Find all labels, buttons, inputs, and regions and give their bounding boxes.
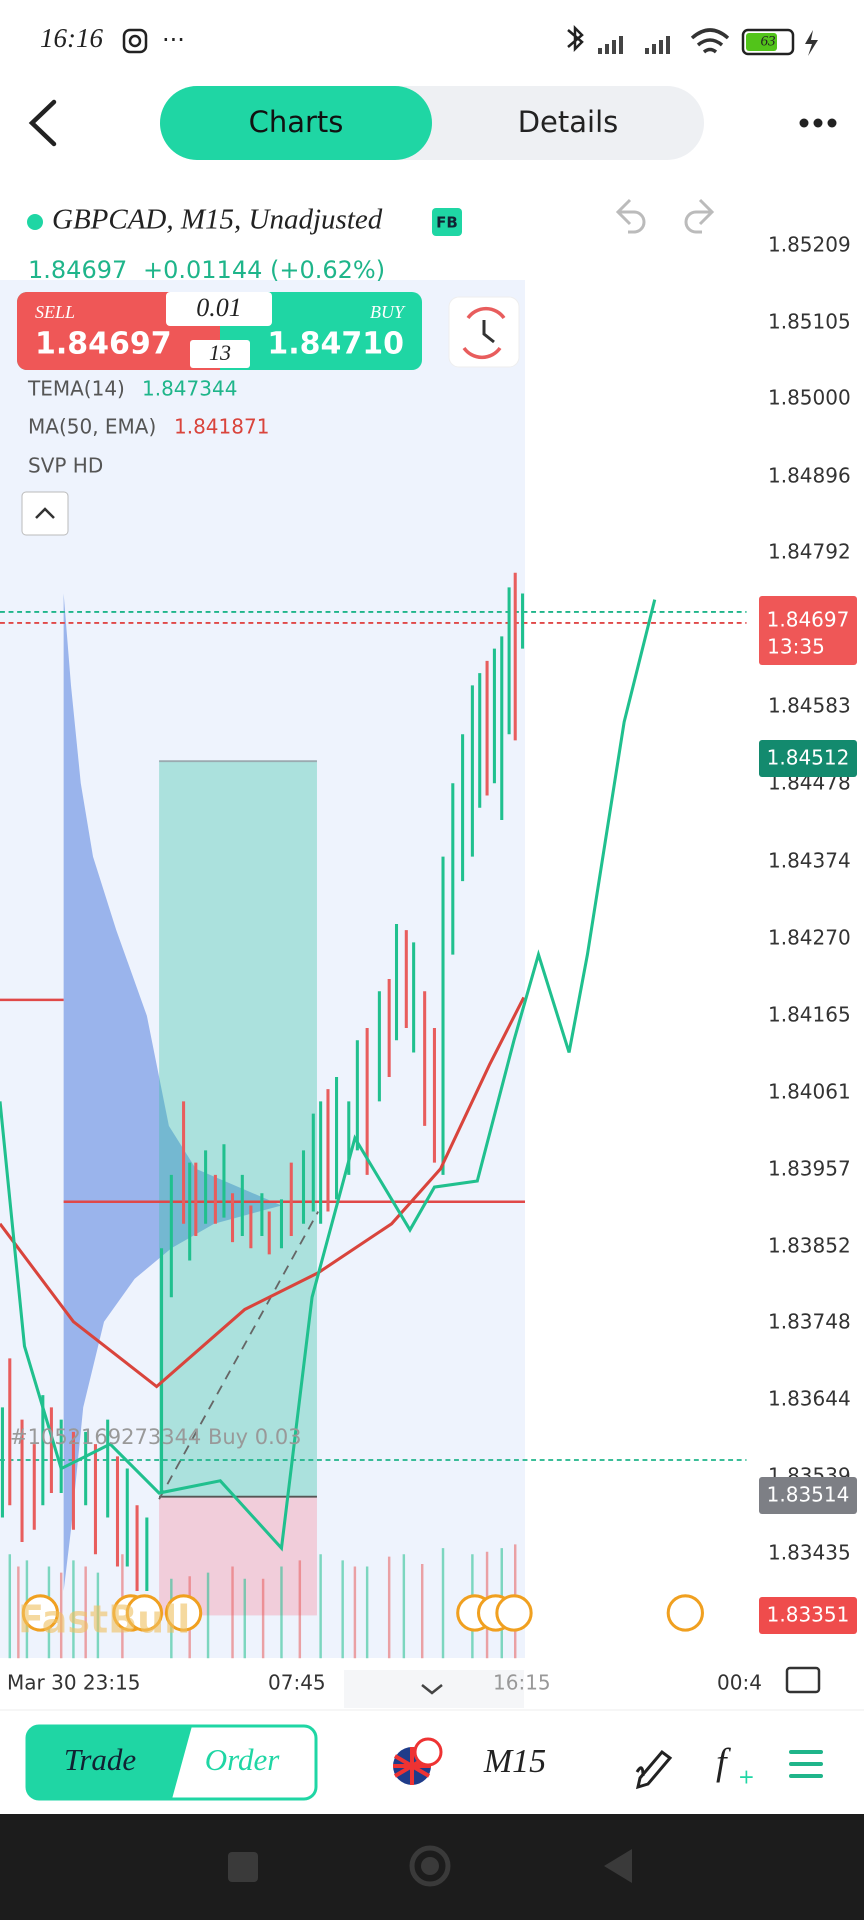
- flag-cross: [393, 1747, 431, 1785]
- price-tag: [759, 596, 857, 665]
- quote-price: 1.84697: [28, 256, 127, 284]
- spread: 13: [209, 340, 231, 365]
- toggle-icon: [421, 1684, 443, 1695]
- collapse-icon: [35, 507, 55, 519]
- indicator-button[interactable]: f: [716, 1742, 731, 1784]
- instagram-icon: [122, 28, 148, 54]
- nav-back[interactable]: [604, 1849, 632, 1883]
- time-label: 07:45: [268, 1671, 326, 1695]
- collapse-button[interactable]: [21, 491, 69, 536]
- price-tag-text: 1.83351: [767, 1603, 850, 1627]
- market-dot: [27, 214, 43, 230]
- price-tag: [759, 740, 857, 777]
- price-label: 1.84061: [768, 1080, 851, 1104]
- price-label: 1.83852: [768, 1234, 851, 1258]
- chart-art: [0, 572, 747, 1659]
- nav-recent[interactable]: [228, 1852, 258, 1882]
- candles: [0, 572, 525, 1591]
- bluetooth-icon: [567, 24, 584, 53]
- trade-label: Trade: [64, 1742, 137, 1777]
- tab-details[interactable]: Details: [518, 105, 619, 139]
- back-button[interactable]: [28, 99, 57, 147]
- price-tag: [759, 1597, 857, 1634]
- countdown: 13:35: [767, 635, 825, 659]
- event-markers: [21, 1594, 704, 1632]
- fullscreen-button[interactable]: [785, 1666, 821, 1694]
- indicator-name: SVP HD: [28, 454, 103, 478]
- take-profit-zone: [159, 761, 317, 1497]
- time-label: 00:4: [717, 1671, 762, 1695]
- redo-button[interactable]: [684, 198, 715, 234]
- battery-text: 63: [761, 33, 776, 49]
- nav-home-dot: [421, 1857, 439, 1875]
- price-label: 1.84583: [768, 694, 851, 718]
- buy-label: BUY: [370, 302, 406, 322]
- timeframe[interactable]: M15: [483, 1743, 546, 1780]
- status-time: 16:16: [40, 23, 103, 53]
- time-label: Mar 30 23:15: [7, 1671, 141, 1695]
- price-tag-text: 1.84697: [767, 608, 850, 632]
- price-label: 1.84374: [768, 849, 851, 873]
- battery-level: [746, 33, 777, 51]
- charging-icon: [805, 30, 818, 56]
- tab-active[interactable]: [160, 86, 432, 160]
- order-label-tab[interactable]: Order: [205, 1742, 281, 1777]
- buy-price[interactable]: 1.84710: [267, 327, 404, 362]
- indicator-value: 1.847344: [142, 377, 237, 401]
- price-label: 1.83644: [768, 1387, 851, 1411]
- price-label: 1.84792: [768, 540, 851, 564]
- price-label: 1.85000: [768, 386, 851, 410]
- price-label: 1.85209: [768, 233, 851, 257]
- time-label: 16:15: [493, 1671, 551, 1695]
- price-label: 1.83957: [768, 1157, 851, 1181]
- tab-charts[interactable]: Charts: [249, 105, 344, 139]
- indicator-name: TEMA(14): [27, 377, 125, 401]
- price-tag-text: 1.83514: [767, 1483, 850, 1507]
- price-tag-text: 1.84512: [767, 746, 850, 770]
- clock-arc: [462, 306, 506, 360]
- price-tag: [759, 1477, 857, 1514]
- wifi-icon: [690, 28, 730, 54]
- price-label: 1.83435: [768, 1541, 851, 1565]
- watermark: FastBull: [18, 1598, 190, 1642]
- price-label: 1.84896: [768, 464, 851, 488]
- signal-icons: [598, 36, 670, 54]
- volume-profile: [63, 593, 282, 1591]
- indicator-name: MA(50, EMA): [28, 415, 156, 439]
- menu-button[interactable]: [789, 1750, 823, 1778]
- lot: 0.01: [196, 293, 242, 322]
- clock-hands: [482, 320, 495, 344]
- quote-change: +0.01144 (+0.62%): [143, 256, 385, 284]
- trade-button[interactable]: [27, 1726, 192, 1799]
- symbol-name: GBPCAD, M15, Unadjusted: [52, 204, 383, 236]
- badge: FB: [436, 214, 458, 232]
- badge-bg: [432, 208, 462, 236]
- instagram-dot: [128, 34, 142, 48]
- indicator-value: 1.841871: [174, 415, 269, 439]
- more-button[interactable]: [799, 118, 837, 128]
- nav-home[interactable]: [409, 1845, 451, 1887]
- status-more: ···: [162, 26, 185, 54]
- flag-ca: [413, 1737, 443, 1767]
- sell-label: SELL: [35, 302, 75, 322]
- spread-box: [190, 340, 250, 368]
- price-label: 1.85105: [768, 310, 851, 334]
- trade-link: [158, 1211, 319, 1500]
- draw-button[interactable]: [635, 1749, 673, 1790]
- order-label: #1052169273344 Buy 0.03: [10, 1425, 302, 1449]
- time-axis-toggle[interactable]: [344, 1670, 524, 1708]
- price-label: 1.84270: [768, 926, 851, 950]
- price-label: 1.83748: [768, 1310, 851, 1334]
- price-axis: 1.85209 1.85105 1.85000 1.84896 1.84792 1.845…: [768, 233, 851, 1565]
- tema-line: [0, 599, 657, 1552]
- sell-price: 1.84697: [35, 327, 172, 362]
- lot-box[interactable]: [166, 292, 272, 326]
- indicator-plus: +: [738, 1765, 755, 1789]
- undo-button[interactable]: [615, 198, 646, 234]
- price-label: 1.84165: [768, 1003, 851, 1027]
